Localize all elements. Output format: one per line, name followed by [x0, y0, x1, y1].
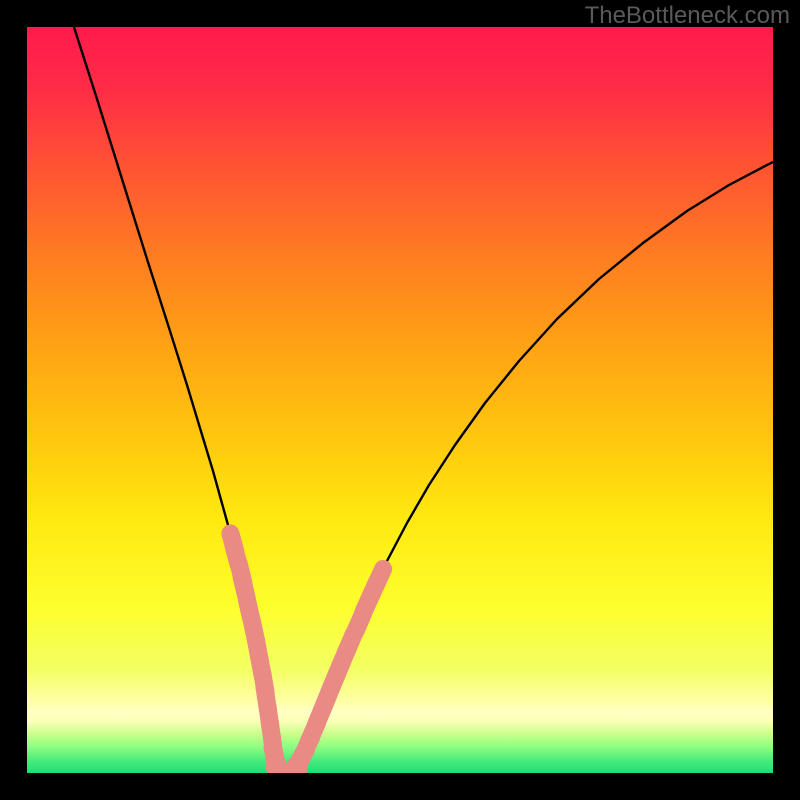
curve-right-branch — [283, 162, 773, 773]
marker-pill — [375, 569, 383, 587]
chart-curves — [27, 27, 773, 773]
watermark-text: TheBottleneck.com — [585, 2, 790, 30]
chart-container: TheBottleneck.com — [0, 0, 800, 800]
plot-area — [27, 27, 773, 773]
